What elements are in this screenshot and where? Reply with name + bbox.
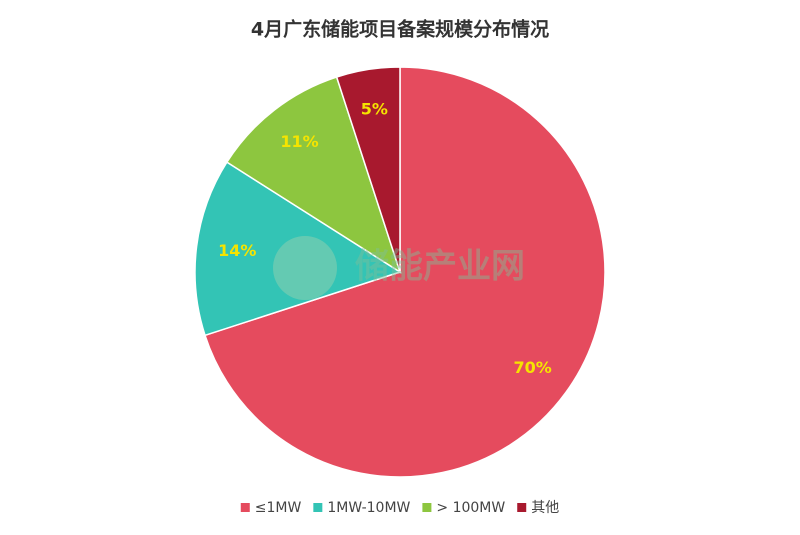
legend-label: > 100MW — [436, 500, 505, 516]
data-label: 70% — [514, 358, 552, 377]
legend-label: 1MW-10MW — [327, 500, 410, 516]
pie-slice — [335, 66, 401, 273]
pie-slice — [194, 161, 402, 337]
chart-title: 4月广东储能项目备案规模分布情况 — [251, 18, 549, 41]
watermark: 储能产业网 — [355, 247, 525, 287]
watermark-logo — [273, 236, 337, 300]
pie-slice — [225, 76, 402, 274]
legend-swatch — [240, 503, 250, 512]
pie-slice — [204, 66, 606, 478]
data-label: 5% — [361, 100, 388, 119]
data-label: 14% — [218, 241, 256, 260]
legend-swatch — [422, 503, 432, 512]
data-label: 11% — [280, 132, 318, 151]
legend-label: ≤1MW — [255, 500, 302, 516]
legend-swatch — [517, 503, 527, 512]
legend-label: 其他 — [531, 500, 559, 516]
legend-swatch — [313, 503, 323, 512]
